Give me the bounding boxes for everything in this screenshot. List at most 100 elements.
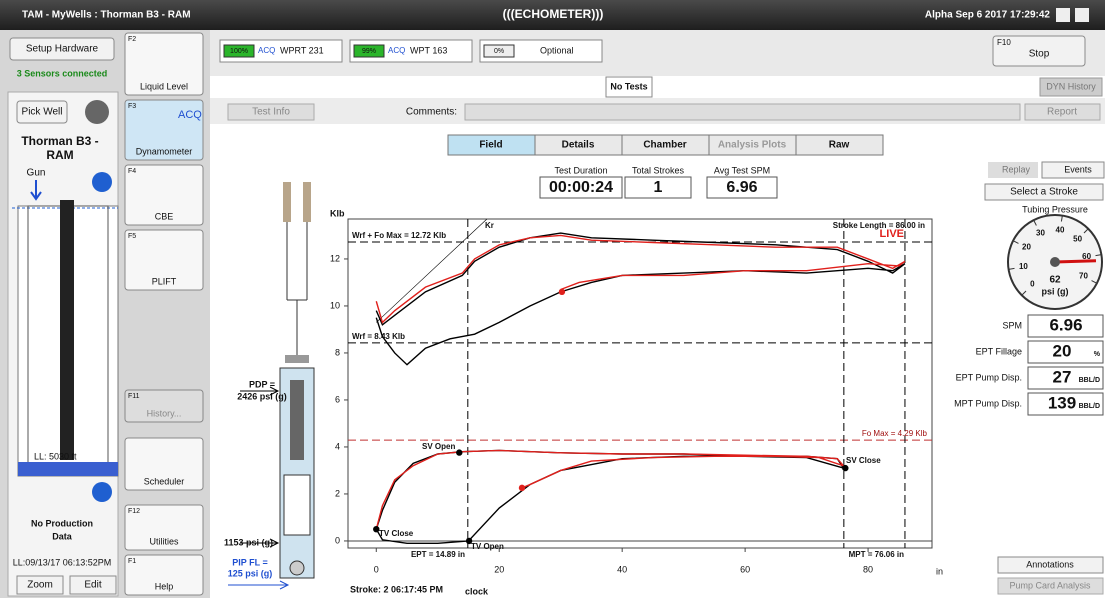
select-label: Select a Stroke bbox=[1010, 187, 1078, 198]
readout-label: SPM bbox=[1002, 320, 1022, 330]
tool-label: Scheduler bbox=[144, 476, 185, 486]
summary-value: 1 bbox=[654, 179, 663, 196]
x-tick-label: 0 bbox=[374, 564, 379, 574]
gauge-value: 62 bbox=[1049, 275, 1061, 286]
y-tick-label: 4 bbox=[335, 441, 340, 451]
view-tab-label: Details bbox=[562, 140, 595, 151]
maximize[interactable] bbox=[1075, 8, 1089, 22]
minimize[interactable] bbox=[1056, 8, 1070, 22]
gauge-tick-label: 70 bbox=[1079, 272, 1088, 281]
gauge-tick-label: 40 bbox=[1056, 226, 1065, 235]
y-tick-label: 12 bbox=[330, 253, 340, 263]
summary-label: Avg Test SPM bbox=[714, 165, 770, 175]
x-tick-label: 40 bbox=[617, 564, 627, 574]
event-point bbox=[519, 485, 525, 491]
replay-label: Replay bbox=[1002, 164, 1031, 174]
status: Alpha Sep 6 2017 17:29:42 bbox=[925, 10, 1051, 21]
summary-value: 6.96 bbox=[726, 179, 757, 196]
sensor-name: WPT 163 bbox=[410, 45, 447, 55]
events-label: Events bbox=[1064, 164, 1092, 174]
production: No Production bbox=[31, 518, 93, 528]
summary-value: 00:00:24 bbox=[549, 179, 613, 196]
f-key: F5 bbox=[128, 233, 136, 240]
gun-label: Gun bbox=[27, 168, 46, 179]
y-tick-label: 2 bbox=[335, 488, 340, 498]
ll-label: LL: 5030 ft bbox=[34, 451, 77, 461]
sensor-name: WPRT 231 bbox=[280, 45, 324, 55]
summary-label: Total Strokes bbox=[632, 165, 685, 175]
summary-label: Test Duration bbox=[554, 165, 607, 175]
readout-value: 139 bbox=[1048, 393, 1076, 412]
pick-well-label: Pick Well bbox=[22, 107, 63, 118]
annotation: MPT = 76.06 in bbox=[849, 550, 904, 559]
gauge-needle bbox=[1055, 261, 1096, 262]
readout-value: 20 bbox=[1053, 341, 1072, 360]
tab-label: No Tests bbox=[610, 81, 647, 91]
readout-label: EPT Fillage bbox=[976, 346, 1022, 356]
annotation: SV Close bbox=[846, 456, 881, 465]
tool-label: CBE bbox=[155, 211, 174, 221]
logo: (((ECHOMETER))) bbox=[503, 7, 604, 21]
x-tick-label: 80 bbox=[863, 564, 873, 574]
sensors-status: 3 Sensors connected bbox=[17, 68, 108, 78]
x-tick-label: 20 bbox=[494, 564, 504, 574]
battery-label: 0% bbox=[494, 48, 504, 55]
tool-label: Liquid Level bbox=[140, 81, 188, 91]
tool-tag: ACQ bbox=[178, 109, 202, 121]
timestamp: LL:09/13/17 06:13:52PM bbox=[13, 557, 112, 567]
readout-value: 27 bbox=[1053, 367, 1072, 386]
gauge-tick-label: 0 bbox=[1030, 280, 1035, 289]
tool-label: PLIFT bbox=[152, 276, 177, 286]
comments-label: Comments: bbox=[406, 107, 457, 118]
tool-label: Help bbox=[155, 581, 174, 591]
pdp-label: PDP = bbox=[249, 379, 275, 389]
tool-label: History... bbox=[147, 408, 182, 418]
sensor-name: Optional bbox=[540, 45, 574, 55]
live-label: LIVE bbox=[880, 228, 904, 240]
f-key: F12 bbox=[128, 508, 140, 515]
y-unit: Klb bbox=[330, 208, 345, 218]
x-tick-label: 60 bbox=[740, 564, 750, 574]
f-key: F1 bbox=[128, 558, 136, 565]
gauge-unit: psi (g) bbox=[1042, 286, 1069, 296]
gauge-tick-label: 30 bbox=[1036, 229, 1045, 238]
annotation: TV Close bbox=[379, 529, 414, 538]
fluid bbox=[18, 462, 118, 476]
pdp-label: 2426 psi (g) bbox=[237, 391, 287, 401]
pip-label: 1153 psi (g) bbox=[224, 537, 273, 547]
battery-label: 100% bbox=[230, 48, 248, 55]
comments-input[interactable] bbox=[465, 104, 1020, 120]
stop-label: Stop bbox=[1029, 49, 1050, 60]
edit-label: Edit bbox=[84, 580, 101, 591]
gauge-tick-label: 20 bbox=[1022, 243, 1031, 252]
event-point bbox=[842, 465, 848, 471]
plot-area bbox=[348, 219, 932, 548]
y-tick-label: 10 bbox=[330, 300, 340, 310]
clock-label: clock bbox=[465, 586, 489, 596]
readout-value: 6.96 bbox=[1049, 315, 1082, 334]
globe-icon bbox=[85, 100, 109, 124]
annotations-label: Annotations bbox=[1026, 559, 1074, 569]
readout-unit: BBL/D bbox=[1079, 377, 1100, 384]
well-name: RAM bbox=[46, 148, 73, 162]
sensor-bar bbox=[210, 30, 1105, 76]
annotation: Fo Max = 4.29 Klb bbox=[862, 429, 928, 438]
window-title: TAM - MyWells : Thorman B3 - RAM bbox=[22, 10, 191, 21]
view-tab-label: Raw bbox=[829, 140, 850, 151]
event-point bbox=[456, 449, 462, 455]
annotation: EPT = 14.89 in bbox=[411, 550, 465, 559]
annotation: Wrf = 8.43 Klb bbox=[352, 332, 405, 341]
pump-card-label: Pump Card Analysis bbox=[1009, 580, 1091, 590]
setup-label: Setup Hardware bbox=[26, 44, 99, 55]
app-window: TAM - MyWells : Thorman B3 - RAM (((ECHO… bbox=[0, 0, 1105, 598]
tool-label: Dynamometer bbox=[136, 146, 193, 156]
event-point bbox=[559, 289, 565, 295]
info-icon[interactable] bbox=[92, 482, 112, 502]
f-key: F10 bbox=[997, 38, 1011, 47]
info-icon[interactable] bbox=[92, 172, 112, 192]
gauge-tick-label: 10 bbox=[1019, 262, 1028, 271]
readout-unit: % bbox=[1094, 351, 1101, 358]
gauge-title: Tubing Pressure bbox=[1022, 204, 1088, 214]
report-label: Report bbox=[1047, 107, 1077, 118]
well-name: Thorman B3 - bbox=[21, 134, 98, 148]
